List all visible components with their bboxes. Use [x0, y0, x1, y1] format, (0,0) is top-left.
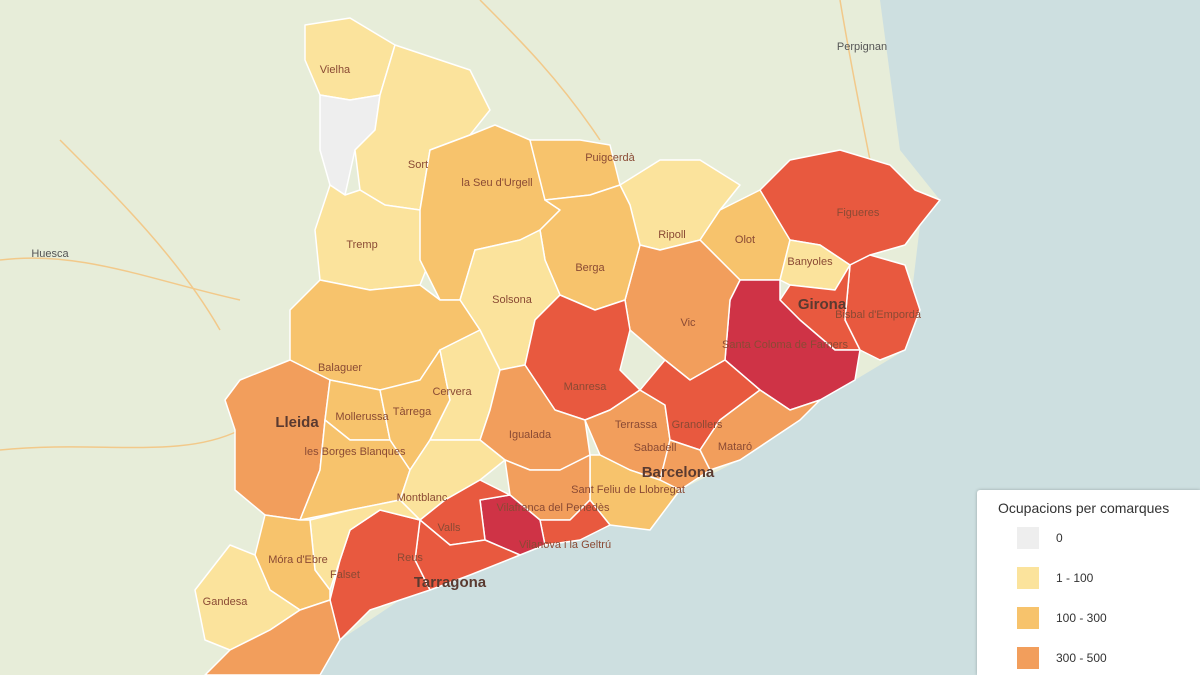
region: [204, 599, 341, 675]
legend-label: 300 - 500: [1056, 651, 1107, 665]
road: [839, 0, 871, 161]
legend: Ocupacions per comarques 0 1 - 100 100 - 3…: [977, 490, 1200, 675]
region-label: Mollerussa: [335, 411, 389, 423]
region-label: Vilanova i la Geltrú: [519, 539, 611, 551]
legend-item: 1 - 100: [1017, 567, 1187, 589]
region-label: Figueres: [837, 207, 880, 219]
region-label: Ripoll: [658, 229, 686, 241]
road: [59, 139, 221, 331]
legend-item: 0: [1017, 527, 1187, 549]
region-label: Solsona: [492, 294, 533, 306]
region-label: Sabadell: [634, 442, 677, 454]
region-label: Vic: [680, 317, 696, 329]
legend-label: 0: [1056, 531, 1063, 545]
regions: [194, 17, 941, 675]
region-label: Bisbal d'Empordà: [835, 309, 922, 321]
legend-swatch: [1017, 567, 1039, 589]
region-label: Manresa: [564, 381, 608, 393]
region-label: Berga: [575, 262, 605, 274]
region-label: Reus: [397, 552, 423, 564]
roads: [0, 0, 871, 451]
region-label: Mataró: [718, 441, 752, 453]
region-label: Vilafranca del Penedès: [497, 502, 610, 514]
city-label: Tarragona: [414, 574, 487, 591]
region-label: Montblanc: [397, 492, 448, 504]
legend-swatch: [1017, 607, 1039, 629]
region-label: Igualada: [509, 429, 552, 441]
road: [479, 0, 601, 141]
road: [0, 429, 241, 451]
region-label: Cervera: [432, 386, 472, 398]
region-label: Vielha: [320, 64, 351, 76]
region-label: Olot: [735, 234, 755, 246]
legend-label: 1 - 100: [1056, 571, 1094, 585]
legend-item: 100 - 300: [1017, 607, 1187, 629]
region-label: Móra d'Ebre: [268, 554, 328, 566]
region-label: la Seu d'Urgell: [461, 177, 532, 189]
region-label: Balaguer: [318, 362, 362, 374]
region-label: Santa Coloma de Farners: [722, 339, 848, 351]
city-label: Barcelona: [642, 464, 715, 481]
region-label: les Borges Blanques: [305, 446, 406, 458]
region-label: Puigcerdà: [585, 152, 635, 164]
legend-item: 300 - 500: [1017, 647, 1187, 669]
region-label: Tàrrega: [393, 406, 432, 418]
region-label: Gandesa: [203, 596, 249, 608]
city-label: Girona: [798, 296, 847, 313]
region-label: Banyoles: [787, 256, 833, 268]
place-label: Perpignan: [837, 41, 887, 53]
region-label: Sort: [408, 159, 428, 171]
legend-swatch: [1017, 527, 1039, 549]
place-label: Huesca: [31, 248, 69, 260]
region-label: Terrassa: [615, 419, 658, 431]
legend-title: Ocupacions per comarques: [998, 500, 1170, 516]
legend-label: 100 - 300: [1056, 611, 1107, 625]
region-label: Valls: [437, 522, 461, 534]
region-label: Tremp: [346, 239, 377, 251]
region-label: Granollers: [672, 419, 723, 431]
legend-swatch: [1017, 647, 1039, 669]
labels: Vielha Sort la Seu d'Urgell Puigcerdà Ripoll…: [31, 41, 921, 608]
city-label: Lleida: [275, 414, 319, 431]
region-label: Sant Feliu de Llobregat: [571, 484, 685, 496]
region-label: Falset: [330, 569, 360, 581]
region: [699, 389, 821, 471]
road: [0, 257, 241, 301]
